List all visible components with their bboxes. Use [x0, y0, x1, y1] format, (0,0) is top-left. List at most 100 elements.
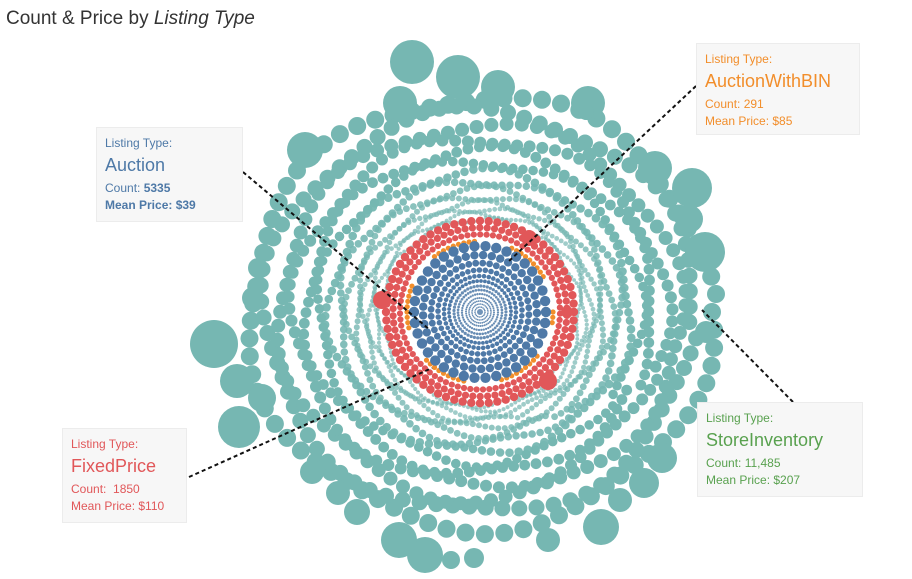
- bubble-auction: [504, 294, 509, 299]
- bubble-auctionwithbin: [404, 304, 410, 310]
- bubble-auction: [458, 339, 463, 345]
- bubble-auction: [452, 312, 456, 316]
- bubble-auction: [529, 325, 539, 335]
- bubble-storeinventory: [648, 406, 663, 421]
- bubble-auction: [511, 263, 520, 272]
- bubble-auction: [499, 303, 503, 306]
- bubble-fixedprice: [548, 274, 556, 281]
- bubble-auction: [472, 319, 475, 322]
- bubble-storeinventory: [398, 385, 403, 391]
- bubble-storeinventory: [482, 462, 492, 472]
- bubble-storeinventory: [577, 242, 584, 249]
- bubble-storeinventory: [376, 340, 382, 345]
- bubble-fixedprice: [385, 282, 394, 292]
- bubble-storeinventory: [529, 397, 535, 403]
- bubble-fixedprice: [519, 243, 526, 250]
- bubble-storeinventory: [384, 193, 393, 202]
- bubble-auction: [453, 343, 459, 350]
- count-label: Count:: [71, 482, 107, 496]
- bubble-fixedprice: [556, 298, 563, 305]
- bubble-storeinventory: [377, 344, 382, 350]
- bubble-fixedprice: [419, 254, 427, 261]
- bubble-storeinventory: [584, 159, 597, 172]
- bubble-storeinventory: [697, 374, 716, 393]
- bubble-storeinventory: [453, 429, 461, 437]
- bubble-auction: [489, 301, 492, 304]
- bubble-storeinventory: [563, 363, 568, 368]
- bubble-auctionwithbin: [423, 357, 430, 363]
- bubble-auction: [449, 322, 454, 327]
- bubble-storeinventory: [508, 410, 514, 415]
- bubble-auction: [485, 289, 489, 293]
- bubble-storeinventory: [538, 398, 544, 405]
- bubble-storeinventory: [606, 359, 615, 368]
- bubble-storeinventory: [322, 328, 331, 338]
- bubble-auction: [476, 307, 478, 309]
- bubble-auction: [494, 354, 502, 361]
- bubble-storeinventory: [382, 356, 387, 361]
- bubble-auction: [452, 305, 457, 309]
- bubble-storeinventory: [679, 406, 698, 425]
- bubble-auction: [474, 311, 476, 314]
- bubble-storeinventory: [567, 244, 572, 250]
- bubble-auction: [539, 317, 551, 329]
- bubble-storeinventory: [598, 245, 607, 253]
- bubble-auction: [464, 293, 468, 297]
- bubble-auction: [486, 260, 493, 268]
- bubble-fixedprice: [408, 269, 415, 276]
- bubble-storeinventory: [376, 261, 381, 266]
- bubble-storeinventory: [649, 360, 662, 373]
- bubble-storeinventory: [525, 199, 532, 206]
- bubble-storeinventory: [363, 254, 370, 261]
- bubble-storeinventory: [446, 208, 452, 214]
- bubble-storeinventory: [328, 345, 337, 354]
- bubble-auction: [475, 328, 478, 331]
- bubble-auction: [483, 304, 485, 306]
- bubble-storeinventory: [320, 175, 335, 190]
- bubble-storeinventory: [304, 234, 317, 247]
- bubble-storeinventory: [538, 393, 544, 399]
- bubble-storeinventory: [425, 416, 432, 423]
- bubble-storeinventory: [589, 302, 594, 307]
- annotation-count: Count: 11,485: [706, 455, 850, 472]
- bubble-storeinventory: [361, 363, 369, 371]
- bubble-storeinventory: [377, 322, 382, 327]
- bubble-storeinventory: [367, 249, 374, 256]
- bubble-fixedprice: [419, 380, 428, 389]
- bubble-storeinventory: [348, 231, 358, 241]
- bubble-storeinventory: [475, 525, 494, 544]
- bubble-auction: [466, 316, 469, 319]
- bubble-storeinventory: [536, 205, 543, 212]
- bubble-storeinventory: [580, 460, 595, 474]
- bubble-auction: [467, 318, 470, 321]
- bubble-storeinventory: [312, 284, 323, 295]
- bubble-storeinventory: [258, 245, 275, 262]
- bubble-auction: [478, 303, 480, 305]
- bubble-storeinventory: [352, 223, 361, 233]
- count-value: 1850: [113, 482, 140, 496]
- chart-title: Count & Price by Listing Type: [6, 8, 255, 30]
- bubble-auction: [476, 273, 482, 279]
- bubble-storeinventory: [582, 359, 588, 365]
- bubble-storeinventory: [462, 414, 468, 419]
- bubble-storeinventory: [529, 120, 544, 134]
- bubble-auction: [465, 310, 467, 313]
- bubble-auction: [474, 308, 477, 311]
- bubble-auction: [492, 322, 496, 325]
- bubble-auction: [427, 277, 436, 287]
- bubble-storeinventory: [596, 267, 602, 273]
- bubble-storeinventory: [369, 129, 386, 145]
- bubble-storeinventory: [598, 320, 605, 327]
- bubble-auction: [489, 313, 492, 315]
- bubble-storeinventory: [492, 215, 497, 220]
- bubble-auction: [487, 326, 490, 330]
- bubble-auction: [490, 311, 492, 313]
- bubble-auction: [445, 293, 451, 298]
- bubble-auction: [488, 339, 493, 344]
- bubble-storeinventory: [583, 330, 588, 336]
- bubble-storeinventory: [457, 418, 463, 425]
- bubble-fixedprice: [555, 259, 565, 269]
- bubble-storeinventory: [371, 232, 379, 240]
- bubble-auction: [473, 317, 476, 319]
